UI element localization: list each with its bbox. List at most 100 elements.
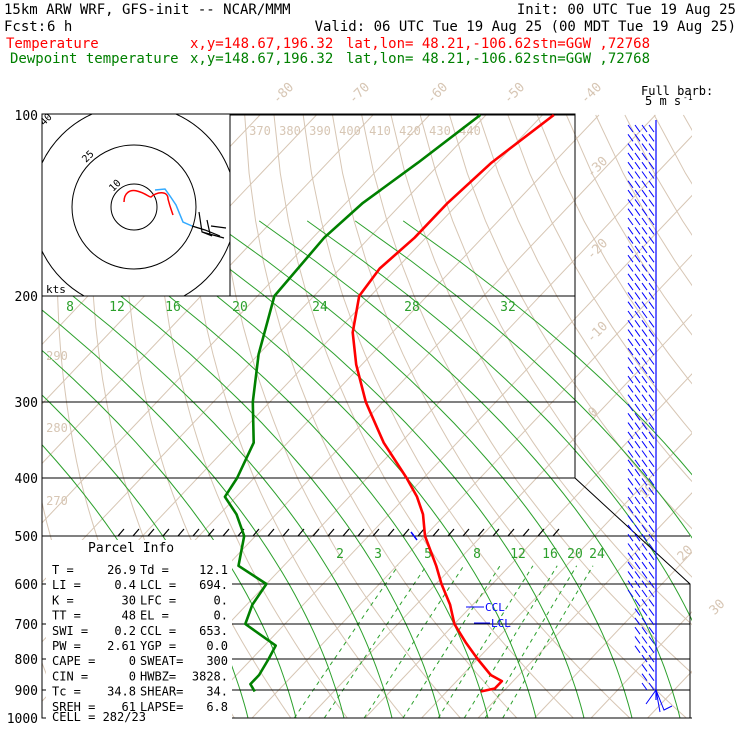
wind-barb-flag [627, 496, 634, 505]
hodo-trace-low [123, 189, 174, 216]
wind-barb-flag [648, 673, 655, 681]
wind-barb-flag [648, 329, 655, 337]
wind-barb-flag [634, 636, 641, 644]
wind-barb-flag [641, 682, 648, 691]
wind-barb-flag [641, 636, 648, 644]
parcel-row: SWI = 0.2 CCL = 653. [52, 624, 228, 638]
parcel-cell: CELL = 282/23 [52, 710, 146, 724]
wind-barb-flag [641, 347, 648, 356]
wind-barb-flag [627, 571, 634, 579]
level-markers: CCL LCL [466, 601, 511, 630]
wind-barb-flag [648, 301, 655, 309]
wind-barb-flag [648, 366, 655, 375]
wind-barb-flag [627, 431, 634, 440]
wind-barb-flag [641, 282, 648, 291]
wind-barb-flag [634, 552, 641, 561]
wind-barb-flag [648, 217, 655, 226]
wind-barb-flag [634, 273, 641, 282]
wind-barb-flag [627, 189, 634, 198]
freezing-level-hatch [207, 528, 215, 537]
wind-barb-flag [627, 199, 634, 207]
wind-barb-flag [634, 152, 641, 161]
theta-label-430: 430 [429, 124, 451, 138]
parcel-value: CAPE = [52, 654, 95, 668]
hodo-trace-mid [154, 188, 193, 227]
wind-barb-flag [641, 161, 648, 170]
pressure-label-300: 300 [15, 396, 38, 411]
wind-barb-flag [634, 264, 641, 272]
freezing-level-hatch [162, 528, 170, 537]
hodograph: 10 25 40 kts [38, 112, 231, 297]
wind-barb-flag [641, 552, 648, 561]
parcel-value: LAPSE= [140, 700, 183, 714]
isotherm-label--60: -60 [424, 80, 451, 107]
theta-label-390: 390 [309, 124, 331, 138]
lcl-label: LCL [491, 617, 511, 630]
wind-barb-flag [627, 561, 634, 570]
temp-latlon: lat,lon= 48.21,-106.62 [346, 36, 531, 52]
wind-barb-flag [641, 264, 648, 272]
wind-barb-flag [648, 533, 655, 542]
parcel-value: Td = [140, 563, 169, 577]
wind-barb-flag [641, 608, 648, 616]
wind-barb-flag [627, 245, 634, 254]
barb-legend-exponent: -1 [683, 93, 693, 102]
wind-barb-flag [648, 543, 655, 551]
temp-series-name: Temperature [6, 36, 99, 52]
wind-barb-flag [627, 320, 634, 328]
wind-barb-flag [627, 301, 634, 309]
wind-barb-flag [634, 403, 641, 412]
parcel-value: 694. [199, 578, 228, 592]
wind-barb-flag [634, 413, 641, 421]
wind-barb-flag [641, 673, 648, 681]
dew-station: stn=GGW ,72768 [532, 51, 650, 67]
freezing-level-hatch [297, 528, 305, 537]
theta-label-410: 410 [369, 124, 391, 138]
mixing-ratio-upper-28: 28 [404, 300, 420, 315]
wind-barb-flag [648, 552, 655, 561]
wind-barb-flag [627, 329, 634, 337]
theta-label-left-270: 270 [46, 494, 68, 508]
parcel-value: 48 [122, 609, 136, 623]
parcel-row: K = 30 LFC = 0. [52, 593, 228, 607]
theta-label-440: 440 [459, 124, 481, 138]
wind-barb-flag [634, 496, 641, 505]
parcel-value: CIN = [52, 669, 88, 683]
mixing-ratio-lower-2: 2 [336, 547, 344, 562]
wind-barb-flag [648, 413, 655, 421]
isotherm-label--10: -10 [584, 319, 611, 346]
wind-barb-flag [641, 422, 648, 430]
wind-barb-flag [648, 171, 655, 179]
theta-label-left-290: 290 [46, 349, 68, 363]
wind-barb-flag [648, 236, 655, 244]
wind-barb-flag [634, 227, 641, 235]
wind-barb-flag [648, 338, 655, 347]
wind-barb-flag [634, 292, 641, 300]
isotherm-label--80: -80 [270, 80, 297, 107]
wind-barb-flag [634, 338, 641, 347]
wind-barb-flag [634, 440, 641, 449]
wind-barb-flag [648, 440, 655, 449]
wind-barb-flag [648, 347, 655, 356]
wind-barb-flag [641, 515, 648, 523]
wind-barb-flag [641, 199, 648, 207]
wind-barb-flag [641, 227, 648, 235]
parcel-value: SHEAR= [140, 685, 183, 699]
temp-xy: x,y=148.67,196.32 [190, 36, 333, 52]
mixing-ratio-upper-24: 24 [312, 300, 328, 315]
wind-barb-flag [641, 571, 648, 579]
wind-barb-flag [648, 468, 655, 477]
wind-barb-flag [627, 468, 634, 477]
wind-barb-flag [627, 524, 634, 533]
wind-barb-flag [641, 217, 648, 226]
wind-barb-flag [627, 161, 634, 170]
wind-barb-flag [641, 413, 648, 421]
wind-barb-flag [641, 180, 648, 189]
wind-barb-flag [641, 450, 648, 458]
wind-barb-flag [634, 375, 641, 384]
wind-barb-flag [634, 617, 641, 626]
wind-barb-flag [627, 292, 634, 300]
wind-barb-flag [634, 533, 641, 542]
parcel-value: SWI = [52, 624, 88, 638]
wind-barb-flag [641, 320, 648, 328]
